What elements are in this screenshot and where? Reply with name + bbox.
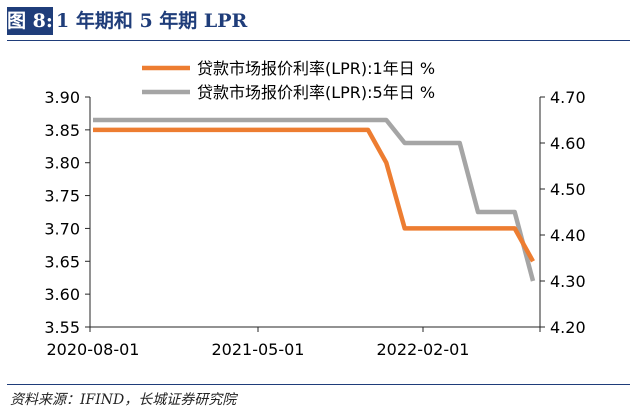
x-tick-label: 2020-08-01 <box>47 340 140 359</box>
footer-rule <box>7 384 630 385</box>
header-rule <box>7 40 630 41</box>
right-tick-label: 4.20 <box>550 318 586 337</box>
figure-label: 图 8: <box>7 7 53 35</box>
left-tick-label: 3.85 <box>44 121 80 140</box>
right-tick-label: 4.50 <box>550 180 586 199</box>
legend-label-2: 贷款市场报价利率(LPR):5年日 % <box>197 83 435 102</box>
left-tick-label: 3.75 <box>44 187 80 206</box>
right-tick-label: 4.40 <box>550 226 586 245</box>
left-tick-label: 3.70 <box>44 219 80 238</box>
left-tick-label: 3.90 <box>44 88 80 107</box>
legend-label-1: 贷款市场报价利率(LPR):1年日 % <box>197 59 435 78</box>
lpr-line-chart: 3.55 3.60 3.65 3.70 3.75 3.80 3.85 3.90 4.20 4.30… <box>44 59 586 359</box>
series-line-2 <box>93 117 536 282</box>
right-tick-label: 4.70 <box>550 88 586 107</box>
right-tick-label: 4.60 <box>550 134 586 153</box>
right-tick-label: 4.30 <box>550 272 586 291</box>
x-tick-label: 2022-02-01 <box>377 340 470 359</box>
left-tick-label: 3.55 <box>44 318 80 337</box>
source-note: 资料来源：IFIND，长城证券研究院 <box>10 392 237 408</box>
left-tick-label: 3.80 <box>44 154 80 173</box>
left-tick-label: 3.60 <box>44 285 80 304</box>
figure-title: 1 年期和 5 年期 LPR <box>56 10 248 32</box>
left-tick-label: 3.65 <box>44 252 80 271</box>
series-line-1 <box>93 127 535 263</box>
x-tick-label: 2021-05-01 <box>212 340 305 359</box>
